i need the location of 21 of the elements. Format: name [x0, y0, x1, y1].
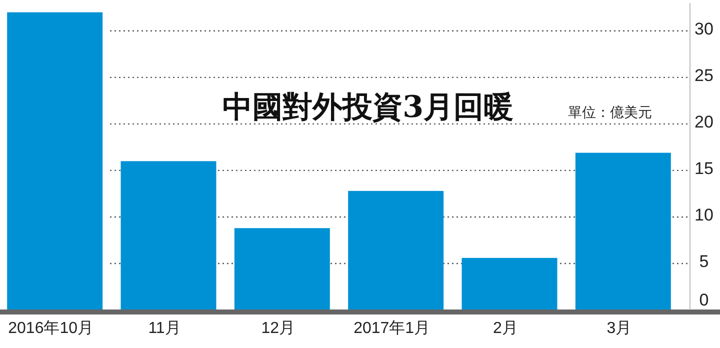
bar	[120, 161, 216, 310]
x-tick-label: 2016年10月	[8, 320, 94, 337]
x-tick-label: 2017年1月	[354, 320, 430, 337]
y-tick-label: 10	[694, 205, 714, 224]
bar	[7, 12, 103, 310]
y-tick-label: 0	[699, 290, 709, 310]
bar	[575, 152, 671, 310]
y-tick-label: 30	[694, 19, 714, 38]
y-tick-label: 20	[694, 112, 714, 132]
text: 單位：億美元	[568, 104, 652, 120]
y-tick-label: 5	[699, 252, 709, 271]
x-tick-label: 2月	[493, 320, 518, 337]
x-tick-label: 12月	[261, 320, 296, 337]
x-tick-label: 11月	[148, 320, 181, 337]
x-tick-label: 3月	[606, 320, 632, 337]
text: 中國對外投資3月回暖	[222, 90, 514, 125]
y-tick-label: 25	[694, 66, 714, 85]
bar	[462, 258, 558, 310]
bar	[234, 228, 330, 310]
y-tick-label: 15	[694, 158, 714, 178]
bar	[348, 190, 444, 310]
